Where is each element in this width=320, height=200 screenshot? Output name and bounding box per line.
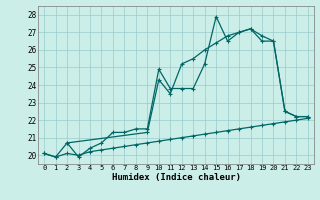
X-axis label: Humidex (Indice chaleur): Humidex (Indice chaleur) <box>111 173 241 182</box>
